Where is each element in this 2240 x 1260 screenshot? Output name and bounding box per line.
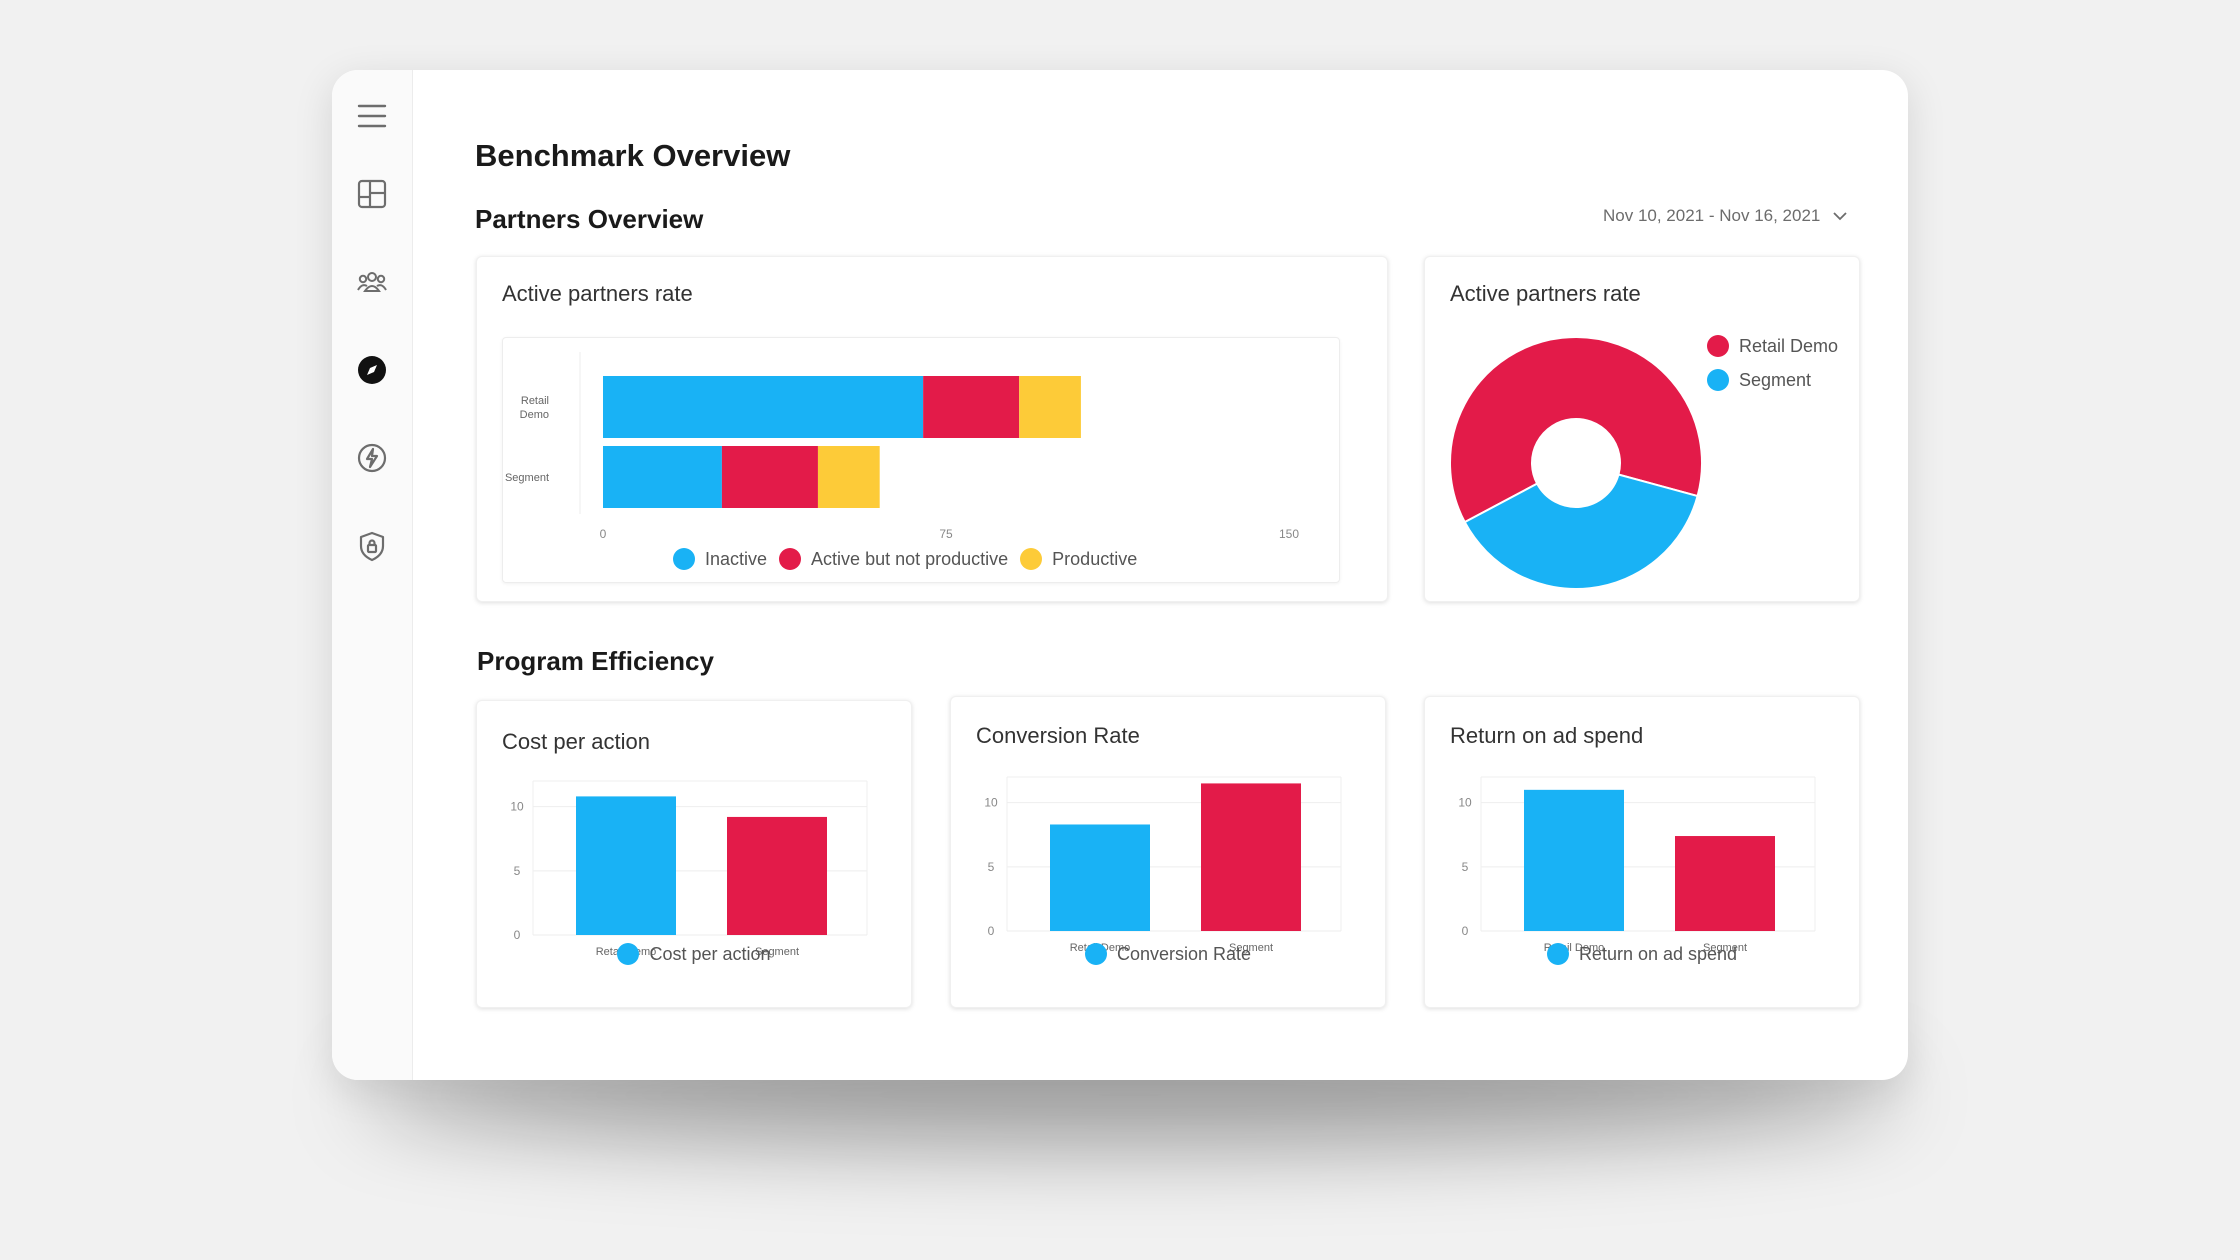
donut-chart [1449, 336, 1703, 590]
legend-dot [1020, 548, 1043, 570]
card-title: Active partners rate [1450, 281, 1641, 306]
legend-dot [1707, 369, 1729, 391]
partners-overview-title: Partners Overview [475, 204, 704, 234]
legend-label: Segment [1739, 369, 1812, 390]
y-tick-label: 10 [510, 800, 524, 814]
legend-item-retail-demo: Retail Demo [1707, 335, 1838, 357]
y-tick-label: 0 [1462, 924, 1469, 938]
return-on-ad-spend-card: Return on ad spend 0 5 10 Retail Demo Segmen… [1424, 696, 1860, 1008]
lightning-icon[interactable] [356, 442, 388, 474]
partners-icon[interactable] [356, 266, 388, 298]
date-range-picker[interactable]: Nov 10, 2021 - Nov 16, 2021 [1603, 206, 1848, 226]
legend-item-segment: Segment [1707, 369, 1811, 391]
legend-dot [1084, 943, 1107, 965]
card-title: Active partners rate [502, 281, 693, 306]
main-content: Benchmark Overview Partners Overview Nov… [412, 70, 1908, 1080]
legend-label: Cost per action [649, 943, 771, 964]
x-tick-label: Segment [1703, 942, 1747, 954]
card-title: Cost per action [502, 729, 650, 754]
card-title: Conversion Rate [976, 723, 1140, 748]
donut-legend: Retail Demo Segment [1707, 335, 1850, 391]
bar-segment [817, 446, 880, 508]
y-tick-label: 0 [514, 928, 521, 942]
donut-slice [1449, 336, 1703, 524]
active-partners-bar-card: Active partners rate Retail Demo Segment 0 7… [476, 256, 1388, 602]
legend-item-conversion-rate: Conversion Rate [1084, 943, 1252, 965]
legend-item-inactive: Inactive [673, 548, 767, 570]
x-tick-label: Segment [1229, 942, 1273, 954]
program-efficiency-title: Program Efficiency [477, 646, 714, 676]
legend-dot [673, 548, 695, 570]
card-title: Return on ad spend [1450, 723, 1644, 748]
menu-icon[interactable] [356, 100, 388, 132]
legend-label: Conversion Rate [1116, 943, 1252, 964]
bar [1201, 783, 1301, 931]
bar-segment [603, 376, 924, 438]
y-tick-label: 5 [1462, 860, 1469, 874]
date-range-label: Nov 10, 2021 - Nov 16, 2021 [1603, 206, 1821, 225]
legend-dot [1707, 335, 1729, 357]
conversion-rate-card: Conversion Rate 0 5 10 Retail Demo Segment C… [950, 696, 1386, 1008]
category-label: Demo [520, 409, 549, 421]
x-tick-label: 0 [600, 527, 607, 541]
y-tick-label: 5 [514, 864, 521, 878]
active-partners-donut-card: Active partners rate Retail Demo Segment [1424, 256, 1860, 602]
shield-icon[interactable] [356, 530, 388, 562]
cost-per-action-card: Cost per action 0 5 10 Retail Demo Segment C… [476, 700, 912, 1008]
category-label: Retail [521, 395, 549, 407]
bar [1675, 836, 1775, 931]
category-label: Segment [505, 472, 549, 484]
bar-segment [721, 446, 818, 508]
y-tick-label: 0 [988, 924, 995, 938]
chart-panel: Retail Demo Segment 0 75 150 Inactive Active … [502, 337, 1340, 583]
y-tick-label: 10 [984, 796, 998, 810]
x-tick-label: 150 [1279, 527, 1299, 541]
chart-legend: Inactive Active but not productive Produ… [673, 548, 1137, 570]
bar [1524, 789, 1624, 931]
app-window: Benchmark Overview Partners Overview Nov… [332, 70, 1908, 1080]
bar [576, 796, 676, 935]
legend-label: Inactive [705, 548, 768, 569]
legend-label: Productive [1052, 548, 1138, 569]
sidebar [332, 70, 413, 1080]
legend-label: Active but not productive [811, 548, 1009, 569]
legend-label: Retail Demo [1739, 335, 1839, 356]
bar-segment [1019, 376, 1081, 438]
chart-legend: Conversion Rate [951, 943, 1385, 965]
legend-item-return-on-ad-spend: Return on ad spend [1546, 943, 1738, 965]
bar [727, 816, 827, 935]
x-tick-label: 75 [939, 527, 953, 541]
legend-item-cost-per-action: Cost per action [617, 943, 771, 965]
bar-segment [603, 446, 722, 508]
legend-item-active-not-productive: Active but not productive [779, 548, 1008, 570]
legend-dot [1546, 943, 1569, 965]
stacked-bar-chart: Retail Demo Segment 0 75 150 [505, 352, 1299, 541]
donut-slice [1463, 473, 1699, 590]
page-title: Benchmark Overview [475, 138, 791, 173]
legend-label: Return on ad spend [1578, 943, 1738, 964]
y-tick-label: 5 [988, 860, 995, 874]
chart-legend: Cost per action [477, 943, 911, 965]
chevron-down-icon [1833, 212, 1848, 221]
y-tick-label: 10 [1458, 796, 1472, 810]
legend-dot [617, 943, 640, 965]
bar [1050, 824, 1150, 931]
x-tick-label: Segment [755, 946, 799, 958]
chart-legend: Return on ad spend [1425, 943, 1859, 965]
compass-icon[interactable] [356, 354, 388, 386]
legend-dot [779, 548, 802, 570]
dashboard-icon[interactable] [356, 178, 388, 210]
bar-segment [923, 376, 1020, 438]
legend-item-productive: Productive [1020, 548, 1137, 570]
